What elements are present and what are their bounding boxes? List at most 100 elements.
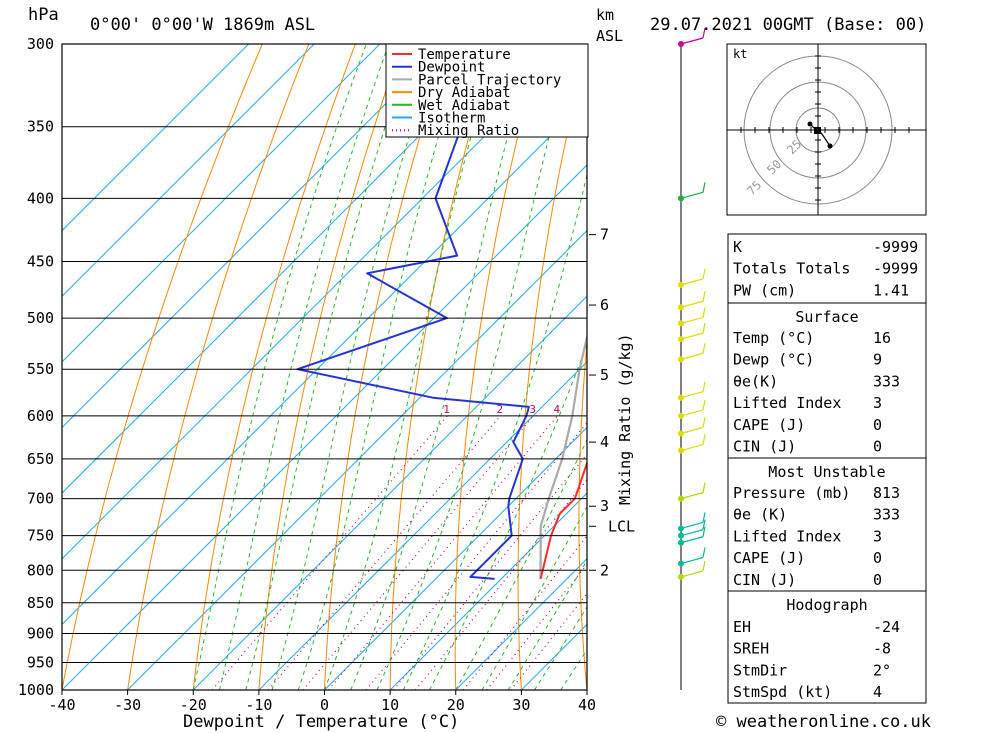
temperature-line bbox=[539, 460, 587, 580]
pressure-tick-label: 350 bbox=[27, 118, 54, 136]
asl-label: ASL bbox=[596, 27, 623, 45]
wind-barb-flag bbox=[702, 434, 706, 445]
mixing-ratio-axis-label: Mixing Ratio (g/kg) bbox=[616, 333, 634, 505]
wind-barb-flag bbox=[702, 526, 706, 537]
mixing-ratio-tick-label: 3 bbox=[529, 403, 536, 416]
dry-adiabat-line bbox=[258, 44, 403, 690]
wind-barb bbox=[680, 391, 704, 399]
km-tick-label: 2 bbox=[600, 561, 609, 579]
table-row-value: 0 bbox=[873, 571, 882, 589]
pressure-tick-label: 450 bbox=[27, 253, 54, 271]
hodograph-point bbox=[807, 121, 813, 127]
table-row-value: 333 bbox=[873, 372, 900, 390]
wind-barb bbox=[680, 536, 704, 544]
wind-barb-flag bbox=[702, 399, 706, 411]
table-row-value: 1.41 bbox=[873, 281, 909, 299]
table-row-value: 813 bbox=[873, 484, 900, 502]
hpa-label: hPa bbox=[28, 5, 59, 25]
pressure-tick-label: 800 bbox=[27, 561, 54, 579]
table-row-label: CAPE (J) bbox=[733, 549, 805, 567]
wet-adiabat-line bbox=[455, 438, 587, 690]
table-row-label: Temp (°C) bbox=[733, 329, 814, 347]
table-row-label: θe (K) bbox=[733, 506, 787, 524]
wet-adiabat-line bbox=[192, 44, 367, 690]
pressure-tick-label: 400 bbox=[27, 189, 54, 207]
table-row-value: 0 bbox=[873, 416, 882, 434]
hodograph-unit: kt bbox=[733, 47, 747, 61]
table-row-value: -24 bbox=[873, 618, 900, 636]
mixing-ratio-tick-label: 1 bbox=[443, 403, 450, 416]
dry-adiabat-line bbox=[638, 44, 681, 690]
km-axis: 7 6 5 4 3 2 LCL bbox=[589, 44, 682, 690]
mixing-ratio-line bbox=[267, 415, 501, 690]
dewpoint-line bbox=[296, 44, 530, 580]
wind-barb bbox=[680, 332, 704, 340]
table-row-label: θe(K) bbox=[733, 372, 778, 390]
table-row-value: 16 bbox=[873, 329, 891, 347]
table-row-label: StmDir bbox=[733, 661, 787, 679]
wet-adiabat-line bbox=[324, 44, 499, 690]
legend-entry: Mixing Ratio bbox=[418, 123, 519, 139]
mixing-ratio-tick-label: 10 bbox=[635, 403, 648, 416]
wind-barb-flag bbox=[702, 268, 706, 280]
hodograph-point bbox=[827, 143, 833, 149]
wind-barb bbox=[680, 352, 704, 360]
wind-barb-flag bbox=[702, 182, 706, 193]
table-row-label: Totals Totals bbox=[733, 260, 850, 278]
mixing-ratio-line bbox=[211, 415, 448, 690]
pressure-tick-label: 850 bbox=[27, 594, 54, 612]
mixing-ratio-tick-label: 4 bbox=[553, 403, 560, 416]
mixing-ratio-line bbox=[365, 421, 587, 690]
wind-barb-flag bbox=[702, 27, 706, 39]
table-row-value: -8 bbox=[873, 640, 891, 658]
temperature-tick-label: 20 bbox=[447, 696, 465, 714]
pressure-tick-label: 700 bbox=[27, 490, 54, 508]
table-row-value: -9999 bbox=[873, 260, 918, 278]
temperature-tick-label: 40 bbox=[578, 696, 596, 714]
table-row-label: K bbox=[733, 238, 742, 256]
table-row-value: 0 bbox=[873, 438, 882, 456]
mixing-ratio-line bbox=[328, 415, 558, 690]
surface-title: Surface bbox=[795, 308, 858, 326]
wind-barb bbox=[680, 570, 704, 578]
isotherm-line bbox=[455, 558, 587, 690]
isotherm-line bbox=[62, 164, 587, 690]
wet-adiabat-line bbox=[271, 44, 439, 690]
lcl-label: LCL bbox=[608, 517, 635, 535]
legend-entry: Dewpoint bbox=[418, 60, 485, 76]
legend-entry: Isotherm bbox=[418, 111, 485, 127]
wet-adiabat-line bbox=[350, 44, 534, 690]
table-row-value: 3 bbox=[873, 527, 882, 545]
isotherm-line bbox=[389, 492, 587, 690]
wind-barb-flag bbox=[702, 307, 706, 318]
legend-entry: Temperature bbox=[418, 47, 511, 63]
hodograph-table-title: Hodograph bbox=[786, 596, 867, 614]
isotherm-line bbox=[62, 44, 315, 297]
location-label: 0°00' 0°00'W 1869m ASL bbox=[90, 15, 315, 35]
wind-barb-flag bbox=[702, 482, 706, 493]
dry-adiabat-line bbox=[324, 44, 449, 690]
temperature-tick-label: 0 bbox=[320, 696, 329, 714]
dry-adiabat-line bbox=[958, 44, 1000, 690]
wind-barb-flag bbox=[702, 547, 706, 558]
wet-adiabat-line bbox=[429, 342, 587, 690]
credit-label: © weatheronline.co.uk bbox=[716, 712, 931, 732]
temperature-tick-label: 10 bbox=[381, 696, 399, 714]
isotherm-line bbox=[62, 44, 249, 232]
wind-barb bbox=[680, 316, 704, 325]
dry-adiabat-line bbox=[127, 44, 310, 690]
mixing-ratio-line bbox=[393, 453, 587, 690]
wet-adiabat-line bbox=[376, 44, 574, 690]
wind-barb bbox=[680, 300, 704, 308]
wet-adiabat-line bbox=[297, 44, 467, 690]
wet-adiabat-line bbox=[245, 44, 414, 690]
table-row-label: SREH bbox=[733, 640, 769, 658]
km-tick-label: 6 bbox=[600, 296, 609, 314]
storm-motion-marker bbox=[814, 127, 821, 134]
table-row-value: 3 bbox=[873, 394, 882, 412]
pressure-tick-label: 550 bbox=[27, 360, 54, 378]
datetime-label: 29.07.2021 00GMT (Base: 00) bbox=[650, 15, 926, 35]
table-row-label: EH bbox=[733, 618, 751, 636]
